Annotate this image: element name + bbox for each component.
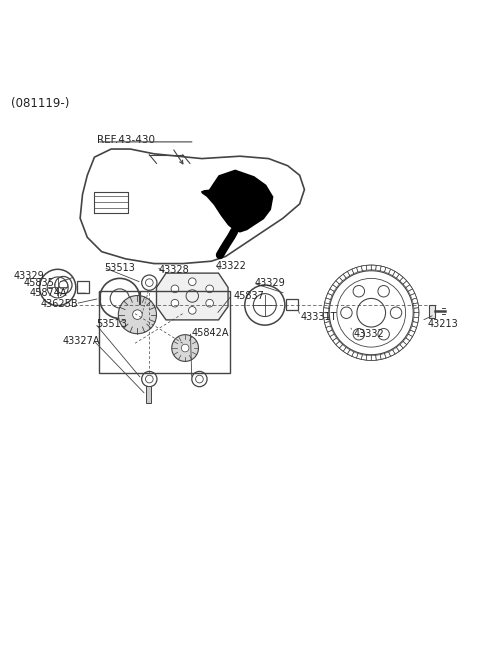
Polygon shape [156,273,228,320]
Circle shape [172,335,199,361]
Circle shape [206,299,214,307]
Text: 45837: 45837 [233,291,264,300]
Circle shape [353,329,364,340]
Circle shape [189,306,196,314]
Text: 45835: 45835 [24,277,54,288]
Circle shape [171,299,179,307]
Text: 53513: 53513 [96,319,127,329]
Circle shape [206,285,214,293]
Text: 43329: 43329 [13,272,44,281]
Text: 45874A: 45874A [30,288,68,298]
Text: 43625B: 43625B [40,298,78,309]
FancyBboxPatch shape [429,305,435,318]
Text: 43322: 43322 [215,261,246,271]
Text: 53513: 53513 [105,263,135,274]
Circle shape [181,344,189,352]
Circle shape [390,307,402,318]
Text: 43328: 43328 [159,265,190,275]
Circle shape [132,310,142,319]
Text: 43327A: 43327A [62,337,100,346]
Circle shape [378,285,389,297]
Circle shape [341,307,352,318]
Text: 45842A: 45842A [192,328,229,338]
Polygon shape [201,169,274,233]
Circle shape [118,296,156,334]
Text: 43331T: 43331T [300,312,337,322]
Circle shape [189,278,196,285]
Text: REF.43-430: REF.43-430 [97,135,155,145]
Circle shape [171,285,179,293]
Circle shape [378,329,389,340]
Text: (081119-): (081119-) [11,96,69,110]
Circle shape [353,285,364,297]
Text: 43332: 43332 [354,329,384,338]
Text: 43213: 43213 [428,319,458,329]
FancyBboxPatch shape [146,386,151,403]
Text: 43329: 43329 [254,278,285,288]
